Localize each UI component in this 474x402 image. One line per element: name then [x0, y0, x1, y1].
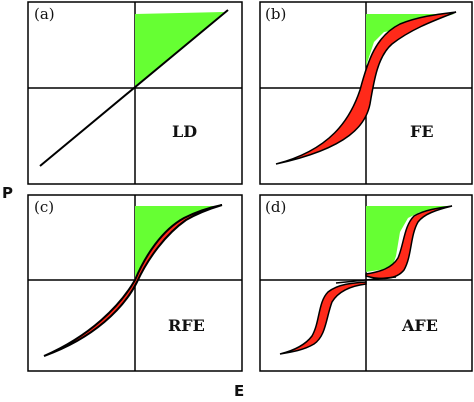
energy-storage-region — [366, 14, 454, 66]
panel-fe: (b) FE — [259, 1, 473, 185]
panel-rfe: (c) RFE — [27, 194, 243, 372]
panel-tag: (a) — [34, 5, 55, 23]
panel-afe: (d) AFE — [259, 194, 473, 372]
panel-name: FE — [410, 122, 434, 141]
linear-pe-line — [39, 9, 229, 167]
afe-upper-loop — [365, 205, 453, 280]
hysteresis-loop — [275, 11, 457, 165]
energy-storage-region — [366, 206, 452, 272]
energy-storage-region — [135, 206, 222, 280]
panel-ld: (a) LD — [27, 1, 243, 185]
panel-tag: (b) — [265, 5, 286, 23]
panel-name: LD — [172, 122, 197, 141]
panel-name: RFE — [168, 316, 205, 335]
field-axis-label: E — [234, 382, 244, 400]
polarization-axis-label: P — [2, 184, 13, 202]
afe-lower-loop — [279, 281, 367, 355]
panel-tag: (c) — [34, 198, 54, 216]
panel-tag: (d) — [265, 198, 286, 216]
slim-hysteresis-loop — [43, 204, 223, 357]
afe-linear-segment — [335, 276, 397, 284]
panel-name: AFE — [401, 316, 438, 335]
